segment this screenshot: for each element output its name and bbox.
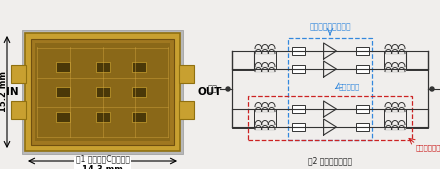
Text: 図1 開発したC帯増幅器: 図1 開発したC帯増幅器 (76, 154, 129, 163)
Text: OUT: OUT (198, 87, 223, 97)
Circle shape (226, 87, 230, 91)
Bar (356, 65, 368, 73)
Text: 15.2 mm: 15.2 mm (0, 71, 8, 113)
Bar (95, 87, 110, 97)
Circle shape (430, 87, 434, 91)
Text: 多分割入出力回路: 多分割入出力回路 (416, 144, 440, 151)
Bar (132, 62, 146, 72)
Bar (25, 33, 180, 151)
Bar (356, 47, 368, 55)
Bar (291, 123, 304, 131)
Text: 14.3 mm: 14.3 mm (82, 165, 123, 169)
Bar (35, 43, 170, 141)
Bar (179, 101, 194, 119)
Bar (291, 47, 304, 55)
Bar (291, 105, 304, 113)
Bar (95, 112, 110, 122)
Bar (11, 101, 26, 119)
Bar (95, 62, 110, 72)
Bar (406, 51, 428, 69)
Bar (11, 65, 26, 83)
Bar (56, 62, 70, 72)
Bar (56, 87, 70, 97)
Bar (356, 123, 368, 131)
Text: IN: IN (6, 87, 18, 97)
Bar (406, 108, 428, 127)
Bar (56, 112, 70, 122)
Bar (179, 65, 194, 83)
Bar (22, 30, 183, 154)
Bar (291, 65, 304, 73)
Bar (232, 51, 254, 69)
Bar (31, 39, 174, 145)
Bar (132, 87, 146, 97)
Bar (356, 105, 368, 113)
Text: 熱干渉抑制: 熱干渉抑制 (339, 84, 360, 90)
Text: トランジスタチップ: トランジスタチップ (309, 22, 351, 31)
Bar (132, 112, 146, 122)
Text: 図2 増幅器回路構成: 図2 増幅器回路構成 (308, 156, 352, 165)
Bar (232, 108, 254, 127)
Text: 入力: 入力 (208, 84, 218, 93)
